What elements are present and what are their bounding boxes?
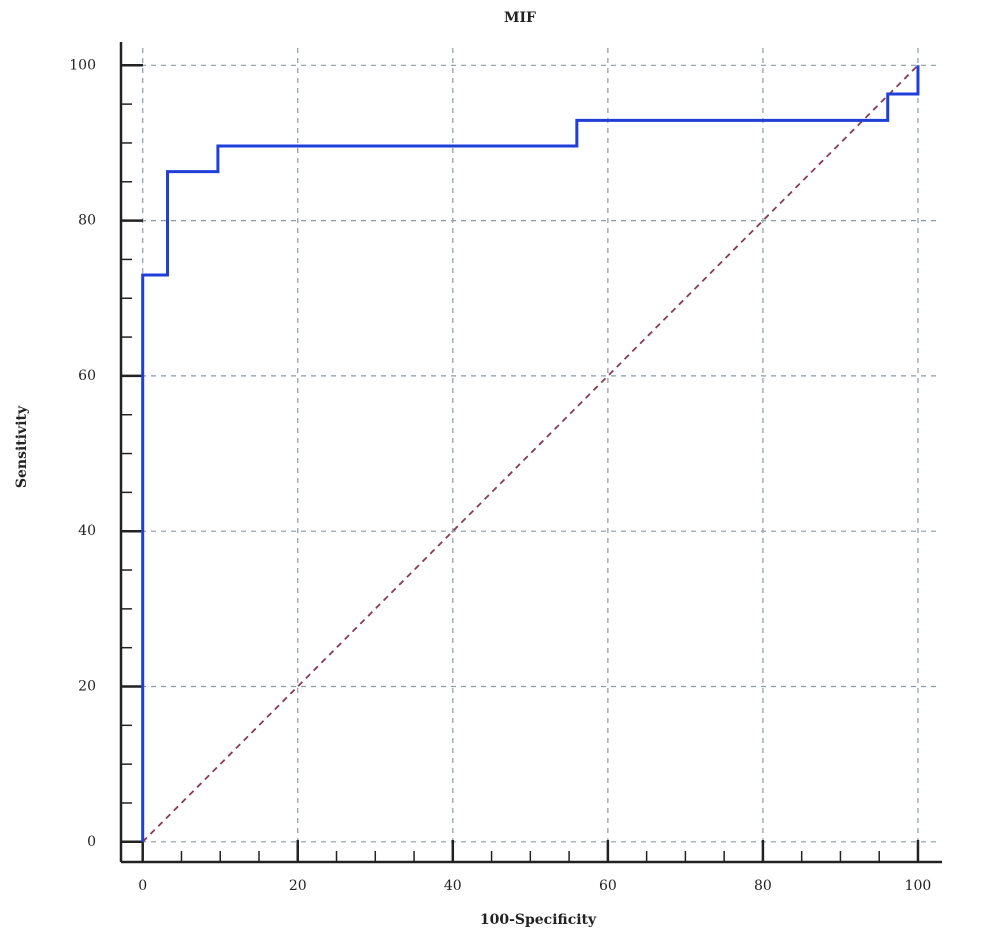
y-axis-label: Sensitivity	[14, 405, 30, 488]
y-tick-label: 0	[87, 834, 96, 850]
x-tick-label: 100	[905, 878, 932, 894]
y-tick-label: 80	[78, 213, 96, 229]
reference-line	[142, 64, 919, 843]
chart-title: MIF	[504, 10, 536, 26]
x-tick-label: 60	[599, 878, 617, 894]
x-axis-label: 100-Specificity	[480, 912, 597, 928]
y-tick-label: 40	[78, 523, 96, 539]
x-tick-label: 0	[138, 878, 147, 894]
y-tick-label: 100	[69, 57, 96, 73]
y-tick-label: 60	[78, 368, 96, 384]
x-tick-label: 20	[289, 878, 307, 894]
x-tick-label: 40	[444, 878, 462, 894]
roc-curve	[141, 65, 920, 842]
x-tick-label: 80	[754, 878, 772, 894]
y-tick-label: 20	[78, 679, 96, 695]
